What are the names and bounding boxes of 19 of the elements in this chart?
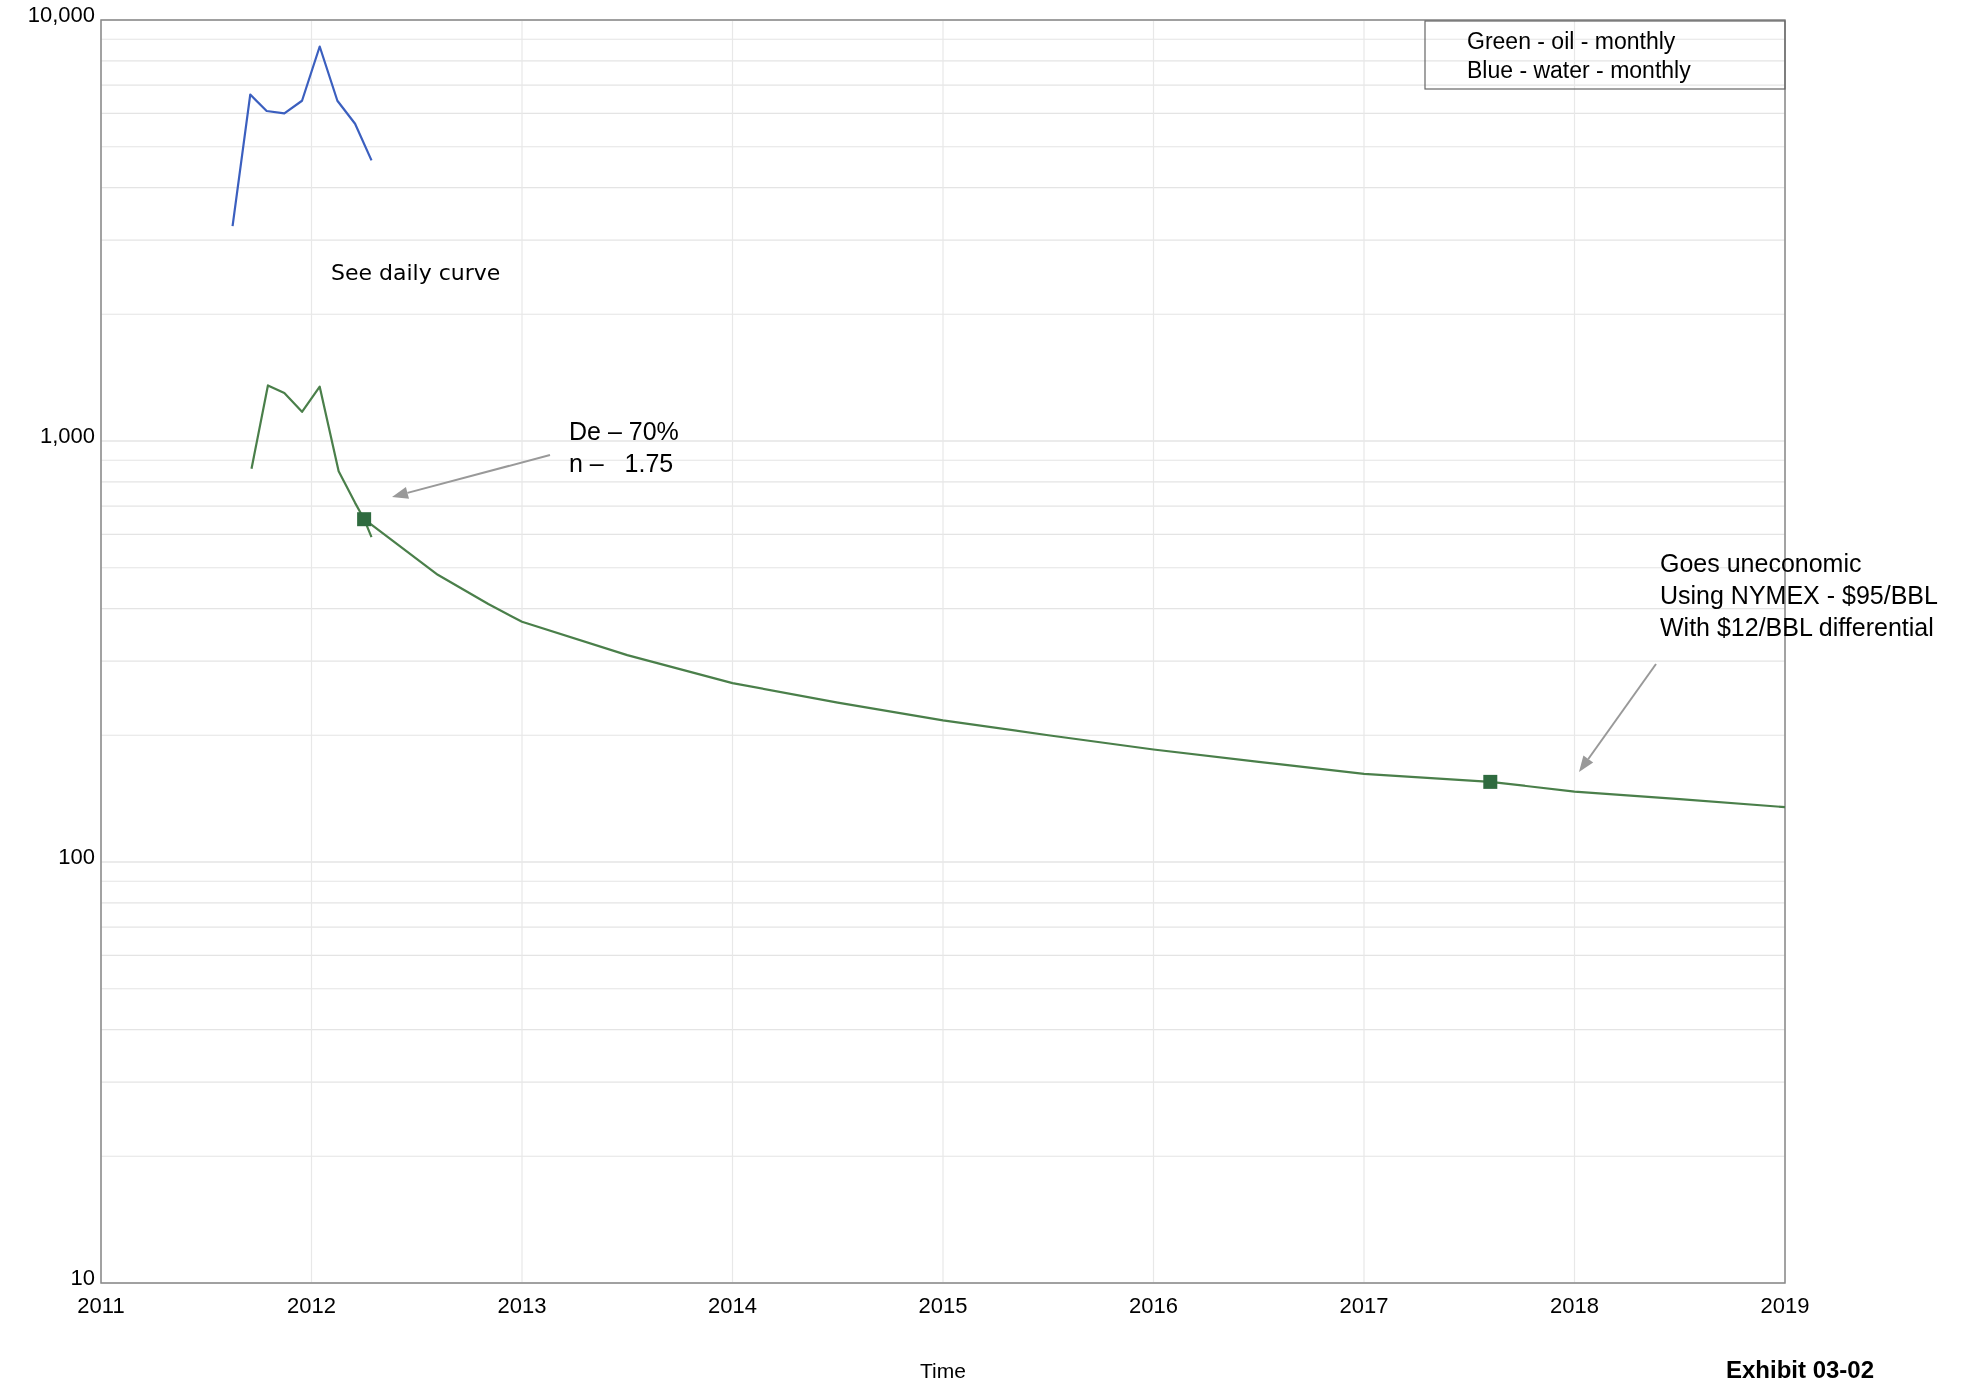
x-tick-label: 2013	[497, 1293, 547, 1318]
y-tick-label: 100	[58, 844, 95, 870]
y-tick-label: 1,000	[39, 423, 95, 449]
x-tick-label: 2011	[77, 1293, 125, 1318]
annotation: De – 70% n – 1.75	[569, 417, 679, 477]
annotation: Goes uneconomic Using NYMEX - $95/BBL With $12/BBL differential	[1660, 549, 1938, 641]
x-tick-label: 2017	[1339, 1293, 1389, 1318]
y-tick-label: 10	[70, 1265, 95, 1291]
x-axis-title: Time	[920, 1359, 966, 1382]
text: Exhibit 03-02	[1725, 1356, 1875, 1383]
x-tick-label: 2014	[708, 1293, 757, 1318]
annotation: Green - oil - monthly Blue - water - monthly	[1467, 28, 1692, 84]
x-tick-label: 2016	[1129, 1293, 1178, 1318]
x-tick-label: 2012	[287, 1293, 336, 1318]
y-tick-label: 10,000	[27, 2, 95, 28]
x-tick-label: 2015	[918, 1293, 968, 1318]
annotation: See daily curve	[331, 260, 501, 285]
x-tick-label: 2018	[1550, 1293, 1599, 1318]
x-tick-label: 2019	[1760, 1293, 1810, 1318]
